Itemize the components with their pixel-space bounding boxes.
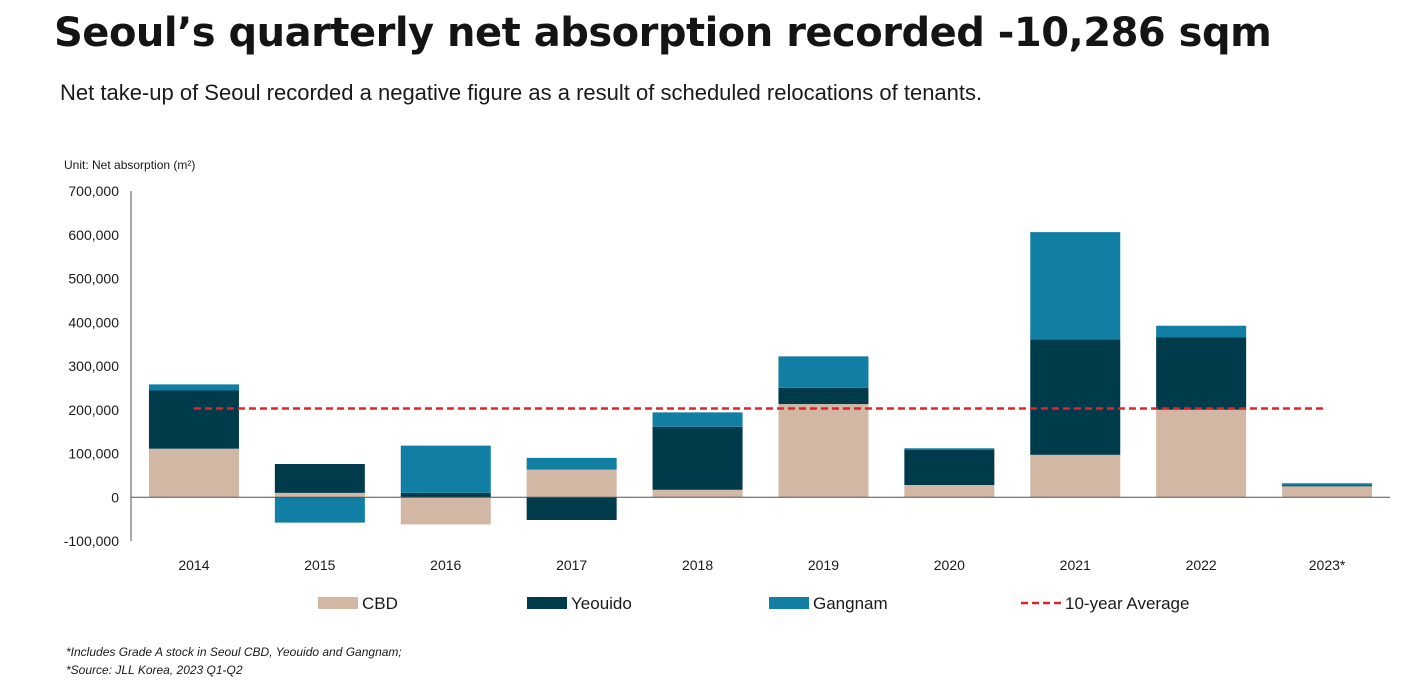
bar-yeouido-2018 bbox=[652, 426, 743, 490]
unit-label: Unit: Net absorption (m²) bbox=[64, 158, 196, 172]
y-tick-label: 600,000 bbox=[68, 227, 119, 243]
bar-yeouido-2015 bbox=[274, 464, 365, 493]
bar-cbd-2017 bbox=[526, 469, 617, 498]
bar-cbd-2023 bbox=[1282, 486, 1373, 498]
y-tick-label: 200,000 bbox=[68, 402, 119, 418]
legend-label-yeouido: Yeouido bbox=[571, 594, 632, 613]
bar-cbd-2018 bbox=[652, 489, 743, 498]
bar-yeouido-2014 bbox=[148, 390, 239, 449]
bar-cbd-2021 bbox=[1030, 454, 1121, 498]
footnote-source: *Source: JLL Korea, 2023 Q1-Q2 bbox=[66, 663, 243, 677]
footnote-stock: *Includes Grade A stock in Seoul CBD, Ye… bbox=[66, 645, 402, 659]
bar-gangnam-2014 bbox=[148, 384, 239, 391]
y-tick-label: 500,000 bbox=[68, 271, 119, 287]
bar-yeouido-2019 bbox=[778, 387, 869, 405]
bar-cbd-2022 bbox=[1156, 409, 1247, 498]
bar-cbd-2020 bbox=[904, 485, 995, 498]
page-title: Seoul’s quarterly net absorption recorde… bbox=[54, 10, 1272, 56]
x-tick-label: 2020 bbox=[934, 557, 965, 573]
y-tick-label: 100,000 bbox=[68, 446, 119, 462]
x-tick-label: 2015 bbox=[304, 557, 335, 573]
bar-yeouido-2023 bbox=[1282, 485, 1373, 487]
legend-swatch-cbd bbox=[318, 597, 358, 609]
x-tick-label: 2022 bbox=[1186, 557, 1217, 573]
page-subtitle: Net take-up of Seoul recorded a negative… bbox=[60, 80, 983, 105]
bar-gangnam-2015 bbox=[274, 497, 365, 523]
bar-cbd-2019 bbox=[778, 404, 869, 498]
bar-yeouido-2016 bbox=[400, 492, 491, 498]
y-tick-label: 400,000 bbox=[68, 314, 119, 330]
bar-cbd-2016 bbox=[400, 497, 491, 525]
bar-gangnam-2021 bbox=[1030, 232, 1121, 340]
bar-cbd-2015 bbox=[274, 492, 365, 498]
bar-yeouido-2020 bbox=[904, 450, 995, 485]
bar-gangnam-2018 bbox=[652, 412, 743, 427]
legend-label-10-year-average: 10-year Average bbox=[1065, 594, 1189, 613]
bar-gangnam-2023 bbox=[1282, 483, 1373, 486]
y-tick-label: 700,000 bbox=[68, 183, 119, 199]
bar-gangnam-2019 bbox=[778, 356, 869, 388]
legend-label-cbd: CBD bbox=[362, 594, 398, 613]
y-tick-label: 0 bbox=[111, 489, 119, 505]
bar-yeouido-2022 bbox=[1156, 337, 1247, 410]
bar-gangnam-2016 bbox=[400, 445, 491, 493]
bar-gangnam-2022 bbox=[1156, 325, 1247, 338]
x-tick-label: 2019 bbox=[808, 557, 839, 573]
x-tick-label: 2014 bbox=[178, 557, 209, 573]
bar-yeouido-2017 bbox=[526, 497, 617, 520]
x-tick-label: 2016 bbox=[430, 557, 461, 573]
bar-yeouido-2021 bbox=[1030, 339, 1121, 455]
y-tick-label: 300,000 bbox=[68, 358, 119, 374]
bar-gangnam-2020 bbox=[904, 448, 995, 450]
x-tick-label: 2021 bbox=[1060, 557, 1091, 573]
x-tick-label: 2017 bbox=[556, 557, 587, 573]
legend-swatch-yeouido bbox=[527, 597, 567, 609]
y-tick-label: -100,000 bbox=[64, 533, 119, 549]
legend-label-gangnam: Gangnam bbox=[813, 594, 888, 613]
x-tick-label: 2018 bbox=[682, 557, 713, 573]
x-tick-label: 2023* bbox=[1309, 557, 1346, 573]
legend-swatch-gangnam bbox=[769, 597, 809, 609]
bar-gangnam-2017 bbox=[526, 457, 617, 470]
bar-cbd-2014 bbox=[148, 448, 239, 498]
